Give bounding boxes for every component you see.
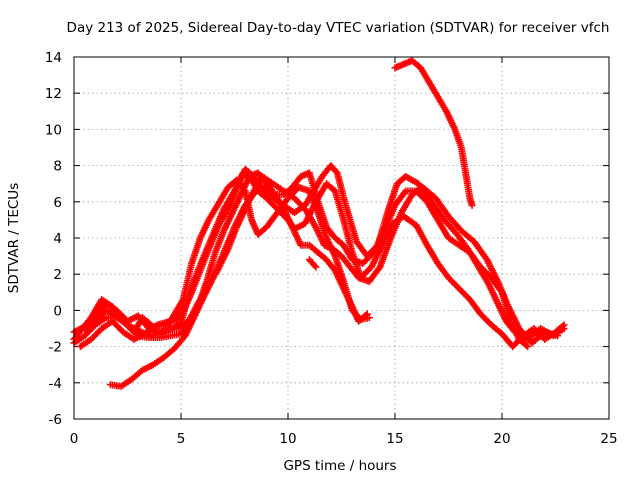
data-point	[524, 343, 532, 351]
x-axis-label: GPS time / hours	[283, 458, 396, 474]
data-point	[522, 341, 530, 349]
series-track-6	[70, 169, 532, 351]
y-tick-label: 12	[45, 86, 62, 102]
x-tick-label: 15	[386, 431, 403, 447]
y-tick-label: 8	[53, 159, 62, 175]
x-tick-label: 5	[177, 431, 186, 447]
data-point	[365, 314, 373, 322]
chart-title: Day 213 of 2025, Sidereal Day-to-day VTE…	[67, 20, 610, 36]
data-point	[554, 332, 562, 340]
y-tick-label: -6	[49, 412, 62, 428]
y-tick-label: 2	[53, 267, 62, 283]
y-axis-label: SDTVAR / TECUs	[6, 183, 22, 293]
plot-border	[73, 56, 610, 420]
axis-ticks: 0 5 10 15 20 25 -6 -4 -2 0 2 4 6 8 10 12 14	[45, 50, 618, 447]
y-tick-label: 4	[53, 231, 62, 247]
x-tick-label: 10	[279, 431, 296, 447]
series-track-5	[106, 183, 371, 390]
grid-lines	[74, 57, 609, 419]
data-point	[362, 311, 370, 319]
data-point	[363, 310, 371, 318]
data-point	[311, 262, 319, 270]
data-point	[560, 325, 568, 332]
x-tick-label: 20	[493, 431, 510, 447]
y-tick-label: 10	[45, 122, 62, 138]
data-point	[312, 263, 320, 271]
y-tick-label: 14	[45, 50, 62, 66]
y-tick-label: -4	[49, 376, 62, 392]
data-point	[468, 201, 476, 209]
y-tick-label: 6	[53, 195, 62, 211]
y-tick-label: -2	[49, 340, 62, 356]
series-track-8	[391, 57, 476, 209]
x-tick-label: 0	[70, 431, 79, 447]
data-marks	[70, 57, 568, 390]
y-tick-label: 0	[53, 303, 62, 319]
x-tick-label: 25	[600, 431, 617, 447]
series-track-7	[305, 256, 320, 271]
